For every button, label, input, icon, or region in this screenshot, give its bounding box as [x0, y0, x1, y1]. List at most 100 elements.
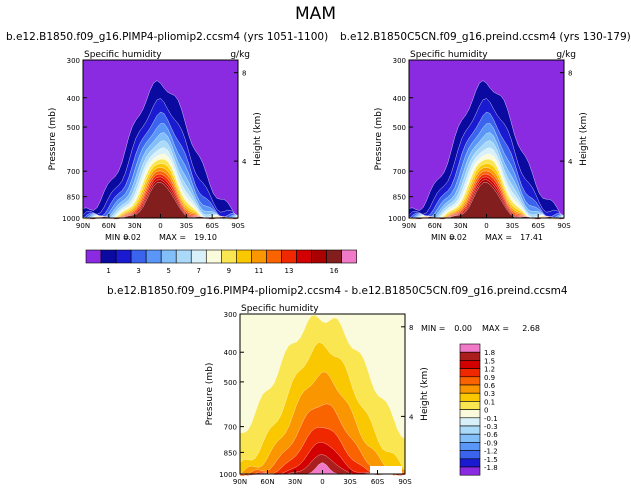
- panel1-ytick-label: 300: [67, 57, 80, 65]
- panel3-ytick-label: 850: [224, 449, 237, 457]
- panel3-y2tick-label: 8: [409, 324, 413, 332]
- panel1-variable: Specific humidity: [84, 50, 162, 60]
- panel2-y2label: Height (km): [579, 112, 589, 166]
- colorbar-diff-swatch: [459, 466, 481, 476]
- panel3-min-label: MIN =: [421, 324, 446, 333]
- panel2-xtick-label: 90N: [402, 222, 416, 230]
- panel2-max-label: MAX =: [485, 233, 512, 242]
- panel1-ytick-label: 1000: [62, 215, 80, 223]
- panel2-min-value: 0.02: [449, 233, 467, 242]
- colorbar-diff-label: -0.6: [484, 431, 498, 439]
- colorbar-diff-swatch: [459, 458, 481, 468]
- panel3-y2tick-label: 4: [409, 413, 414, 421]
- panel2-ytick-label: 300: [393, 57, 406, 65]
- panel2-max-value: 17.41: [520, 233, 543, 242]
- panel2-ytick-label: 1000: [388, 215, 406, 223]
- colorbar-top-label: 3: [136, 267, 140, 275]
- panel1-xtick-label: 90S: [231, 222, 245, 230]
- panel3-ylabel: Pressure (mb): [205, 363, 215, 426]
- colorbar-diff-label: 0.3: [484, 390, 495, 398]
- colorbar-top-label: 7: [197, 267, 201, 275]
- panel1-min-value: 0.02: [123, 233, 141, 242]
- colorbar-top-label: 16: [330, 267, 339, 275]
- panel2-xtick-label: 90S: [557, 222, 571, 230]
- colorbar-diff-label: 0.6: [484, 382, 496, 390]
- colorbar-top-label: 1: [106, 267, 110, 275]
- panel3-xtick-label: 30N: [288, 478, 302, 486]
- colorbar-top-swatch: [266, 249, 282, 264]
- colorbar-diff-swatch: [459, 368, 481, 378]
- colorbar-top-swatch: [130, 249, 147, 264]
- panel3-title: b.e12.B1850.f09_g16.PIMP4-pliomip2.ccsm4…: [107, 285, 568, 297]
- panel2-ytick-label: 400: [393, 95, 406, 103]
- colorbar-diff-label: -0.1: [484, 415, 498, 423]
- colorbar-diff-swatch: [459, 384, 481, 394]
- panel1-ytick-label: 500: [67, 124, 80, 132]
- colorbar-diff-swatch: [459, 417, 481, 427]
- panel3-surface-mask: [370, 466, 402, 474]
- colorbar-diff-swatch: [459, 401, 481, 410]
- panel1-xtick-label: 60S: [205, 222, 219, 230]
- panel2-title: b.e12.B1850C5CN.f09_g16.preind.ccsm4 (yr…: [340, 31, 631, 43]
- colorbar-diff-label: -0.9: [484, 439, 498, 447]
- colorbar-diff-swatch: [459, 360, 481, 369]
- colorbar-top-swatch: [100, 249, 117, 264]
- panel3-y2label: Height (km): [420, 367, 430, 421]
- panel3-ytick-label: 300: [224, 311, 237, 319]
- panel3-ytick-label: 700: [224, 424, 237, 432]
- panel3-ytick-label: 400: [224, 349, 237, 357]
- colorbar-top-swatch: [205, 249, 222, 264]
- panel3-max-value: 2.68: [522, 324, 540, 333]
- panel3-variable: Specific humidity: [241, 304, 319, 314]
- panel1-xtick-label: 60N: [102, 222, 116, 230]
- panel3-ytick-label: 1000: [219, 471, 237, 479]
- colorbar-top-swatch: [145, 249, 162, 264]
- panel1-ytick-label: 400: [67, 95, 80, 103]
- colorbar-top-swatch: [296, 249, 312, 264]
- colorbar-diff-label: -0.3: [484, 423, 498, 431]
- colorbar-diff-swatch: [459, 425, 481, 435]
- figure-title: MAM: [295, 4, 336, 24]
- panel1-xtick-label: 0: [158, 222, 162, 230]
- panel2-ytick-label: 850: [393, 194, 406, 202]
- colorbar-top-swatch: [251, 249, 267, 264]
- colorbar-top-swatch: [85, 249, 102, 264]
- panel2-units: g/kg: [556, 50, 576, 60]
- panel1-min-label: MIN =: [105, 233, 130, 242]
- colorbar-top-label: 5: [166, 267, 170, 275]
- colorbar-diff-label: 0: [484, 407, 488, 415]
- panel1-units: g/kg: [230, 50, 250, 60]
- panel3-xtick-label: 60S: [371, 478, 385, 486]
- panel3-xtick-label: 90N: [233, 478, 247, 486]
- panel2-y2tick-label: 8: [568, 70, 572, 78]
- colorbar-diff-label: 0.9: [484, 374, 495, 382]
- panel2-xtick-label: 60N: [428, 222, 442, 230]
- panel3-xtick-label: 90S: [398, 478, 412, 486]
- colorbar-top-swatch: [236, 249, 252, 264]
- panel1-y2label: Height (km): [253, 112, 263, 166]
- panel3-xtick-label: 30S: [343, 478, 357, 486]
- panel1-xtick-label: 30N: [128, 222, 142, 230]
- panel1-title: b.e12.B1850.f09_g16.PIMP4-pliomip2.ccsm4…: [6, 31, 329, 43]
- colorbar-top-swatch: [311, 249, 327, 264]
- panel2-variable: Specific humidity: [410, 50, 488, 60]
- colorbar-diff-swatch: [459, 376, 481, 386]
- panel1-ylabel: Pressure (mb): [48, 108, 58, 171]
- colorbar-diff-swatch: [459, 351, 481, 361]
- colorbar-diff-label: -1.8: [484, 464, 498, 472]
- colorbar-top-label: 11: [254, 267, 263, 275]
- panel2-ylabel: Pressure (mb): [374, 108, 384, 171]
- panel2-y2tick-label: 4: [568, 158, 573, 166]
- panel3-xtick-label: 0: [320, 478, 324, 486]
- colorbar-top-label: 13: [285, 267, 294, 275]
- panel1-ytick-label: 700: [67, 168, 80, 176]
- panel1-xtick-label: 90N: [76, 222, 90, 230]
- colorbar-diff-swatch: [459, 450, 481, 460]
- colorbar-diff-swatch: [459, 343, 481, 353]
- panel1-max-label: MAX =: [159, 233, 186, 242]
- colorbar-diff-label: 1.5: [484, 357, 495, 365]
- panel3-ytick-label: 500: [224, 379, 237, 387]
- panel2-xtick-label: 30S: [506, 222, 520, 230]
- colorbar-diff-swatch: [459, 442, 481, 451]
